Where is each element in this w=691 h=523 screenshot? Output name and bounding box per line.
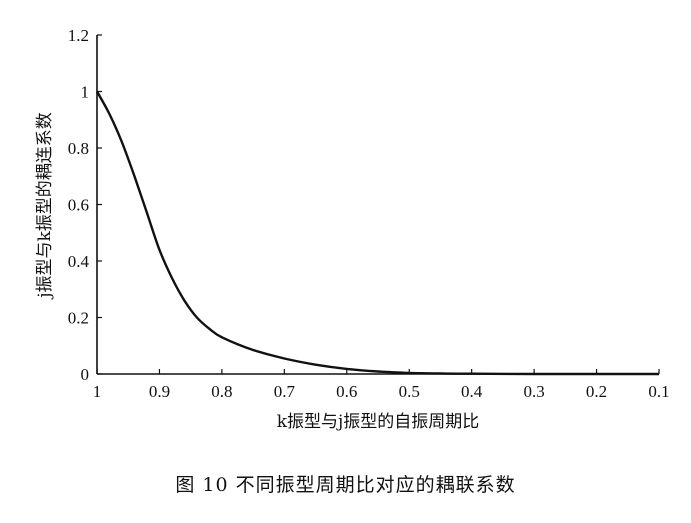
y-tick-label: 1.2	[68, 26, 89, 45]
y-tick-label: 0.4	[68, 252, 90, 271]
x-tick-label: 0.4	[461, 382, 483, 401]
ticks: 1 0.9 0.8 0.7 0.6 0.5 0.4 0.3 0.2 0.1 0 0.2 0.4 0.6 0.…	[68, 26, 670, 401]
x-tick-label: 0.3	[523, 382, 544, 401]
x-tick-label: 0.5	[399, 382, 420, 401]
x-tick-label: 0.9	[149, 382, 170, 401]
x-tick-label: 0.8	[211, 382, 232, 401]
y-tick-label: 1	[81, 83, 90, 102]
x-tick-label: 0.7	[274, 382, 296, 401]
y-axis-title: j振型与k振型的耦连系数	[35, 112, 55, 300]
y-tick-label: 0.2	[68, 309, 89, 328]
y-tick-label: 0.8	[68, 139, 89, 158]
coupling-curve-line	[95, 90, 660, 376]
y-tick-label: 0	[81, 365, 90, 384]
axes	[96, 35, 659, 375]
y-tick-label: 0.6	[68, 196, 89, 215]
x-tick-label: 0.1	[648, 382, 669, 401]
x-tick-label: 0.6	[336, 382, 357, 401]
figure-caption: 图 10 不同振型周期比对应的耦联系数	[175, 474, 516, 496]
coupling-coefficient-chart: 1 0.9 0.8 0.7 0.6 0.5 0.4 0.3 0.2 0.1 0 0.2 0.4 0.6 0.…	[35, 26, 670, 432]
series-group	[95, 90, 660, 376]
x-tick-label: 0.2	[586, 382, 607, 401]
x-axis-title: k振型与j振型的自振周期比	[277, 412, 480, 432]
x-tick-label: 1	[93, 382, 102, 401]
